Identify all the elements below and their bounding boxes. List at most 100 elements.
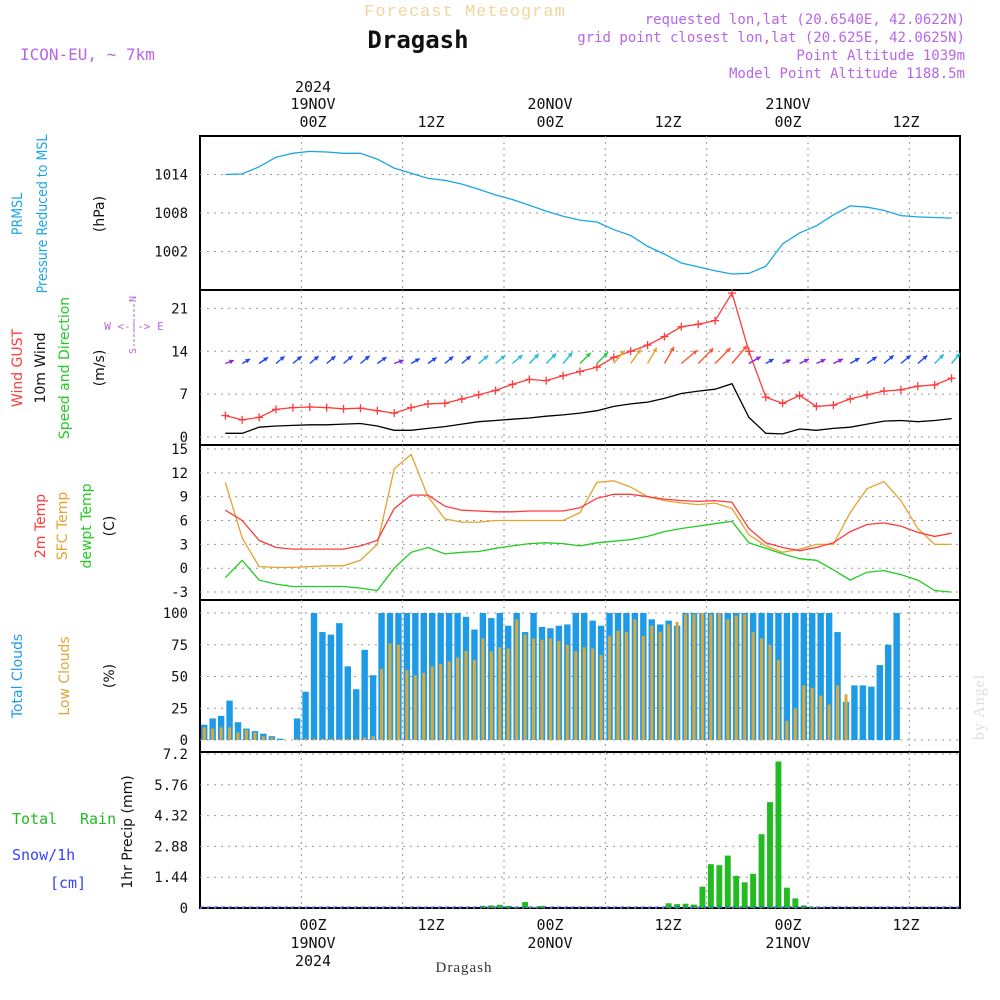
wind-arrow-head [431,357,437,362]
wind-arrow-head [820,358,826,364]
rain-bar [758,834,765,908]
model-label: ICON-EU, ~ 7km [20,45,155,64]
low-cloud-bar [633,619,637,740]
low-cloud-bar [709,614,713,740]
station-name: Dragash [367,26,468,54]
rain-bar [488,905,495,908]
y-tick-label: 3 [180,537,188,553]
meteogram-title: Forecast Meteogram [364,3,566,22]
rain-bar [522,902,529,908]
low-cloud-bar [337,738,341,740]
low-cloud-bar [819,695,823,740]
total-cloud-bar [327,634,335,740]
wind-arrow-head [669,346,675,352]
low-cloud-bar [768,644,772,740]
wind-arrow-head [955,353,961,359]
wind-arrow-head [330,356,336,361]
precip-unit: 1hr Precip (mm) [120,775,136,888]
wind-arrow-head [871,356,877,362]
low-cloud-bar [793,708,797,740]
low-cloud-bar [261,736,265,740]
y-tick-label: 25 [171,701,188,717]
low-cloud-bar [413,675,417,740]
low-cloud-bar [548,638,552,740]
wind-arrow-head [347,355,353,361]
total-cloud-bar [226,700,233,740]
rain-bar [691,904,697,908]
y-tick-label: 7 [180,387,188,403]
bottom-hour-3: 00Z [536,916,563,934]
total-cloud-bar [817,613,824,740]
clouds-label-2: Low Clouds [57,636,73,715]
top-date-2: 20NOV [527,95,572,113]
y-tick-label: 7.2 [163,747,188,763]
wind-arrow-head [755,356,761,361]
low-cloud-bar [700,613,704,740]
low-cloud-bar [776,659,780,740]
low-cloud-bar [734,615,738,740]
low-cloud-bar [405,670,409,740]
temp-2m-series-line [224,493,952,552]
low-cloud-bar [489,651,493,740]
low-cloud-bar [304,738,308,740]
low-cloud-bar [658,632,662,740]
total-cloud-bar [361,649,368,740]
bottom-hour-2: 12Z [417,916,444,934]
wind-arrow-head [708,348,714,354]
pressure-series-line [225,150,952,275]
bottom-hour-6: 12Z [892,916,919,934]
wind-arrow-head [500,355,506,360]
wind-arrow-head [279,356,285,361]
low-cloud-bar [574,651,578,740]
clouds-label-1: Total Clouds [10,634,26,719]
low-cloud-bar [422,672,426,740]
precip-label-cm: [cm] [50,874,86,892]
low-cloud-bar [464,651,468,740]
wind-arrow-head [837,358,843,364]
total-cloud-bar [893,613,900,740]
total-cloud-bar [319,632,326,740]
temp-label-3: dewpt Temp [79,483,95,568]
point-altitude: Point Altitude 1039m [796,48,965,64]
y-tick-label: 12 [171,466,188,482]
rain-bar [724,855,731,908]
low-cloud-bar [430,666,434,740]
total-cloud-bar [234,722,242,740]
y-tick-label: 21 [171,301,188,317]
total-cloud-bar [353,689,360,740]
bottom-year: 2024 [295,952,331,970]
low-cloud-bar [244,729,248,740]
rain-bar [699,886,706,908]
total-cloud-bar [800,613,807,740]
pressure-label-1: PRMSL [10,193,26,235]
y-tick-label: 15 [171,442,188,458]
low-cloud-bar [202,727,206,740]
footer-station: Dragash [436,960,493,976]
low-cloud-bar [295,738,299,740]
wind-arrow-head [603,352,609,358]
low-cloud-bar [717,613,721,740]
low-cloud-bar [346,738,350,740]
low-cloud-bar [827,704,831,740]
rain-bar [783,887,790,908]
model-altitude: Model Point Altitude 1188.5m [729,66,965,82]
gridpoint-coords: grid point closest lon,lat (20.625E, 42.… [577,30,965,46]
wind-arrow-head [785,359,791,364]
rain-bar [496,904,503,908]
low-cloud-bar [312,738,316,740]
wind-arrow-head [313,356,319,361]
total-cloud-bar [809,613,816,740]
low-cloud-bar [371,736,375,740]
y-tick-label: 14 [171,344,188,360]
wind-arrow-head [692,350,698,355]
pressure-label-2: Pressure Reduced to MSL [35,135,51,294]
low-cloud-bar [760,638,764,740]
wind-arrow-head [922,355,928,361]
total-cloud-bar [783,613,791,740]
low-cloud-bar [523,634,527,740]
bottom-date-1: 19NOV [290,934,335,952]
low-cloud-bar [844,694,848,740]
wind-arrow-head [517,355,523,360]
credit-watermark: by Angel [971,674,988,740]
low-cloud-bar [380,668,384,740]
